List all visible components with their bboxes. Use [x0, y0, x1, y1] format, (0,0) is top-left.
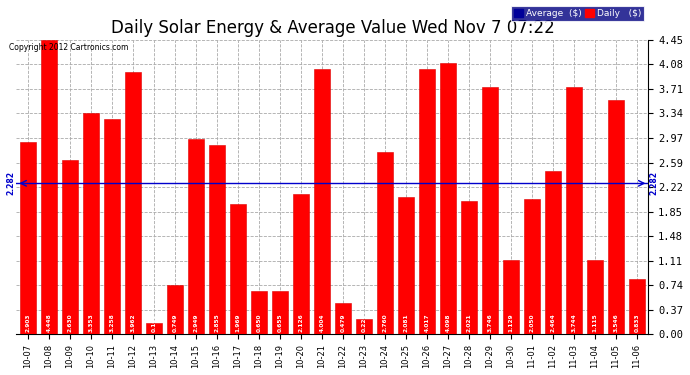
Text: 2.855: 2.855 [215, 314, 219, 332]
Text: 2.903: 2.903 [26, 314, 30, 332]
Text: 2.949: 2.949 [193, 314, 199, 332]
Text: 2.760: 2.760 [382, 314, 387, 332]
Text: 2.282: 2.282 [650, 171, 659, 195]
Bar [356, 319, 372, 334]
Bar [608, 100, 624, 334]
Text: 4.004: 4.004 [319, 314, 324, 332]
Bar [167, 285, 183, 334]
Bar [125, 72, 141, 334]
Bar [440, 63, 455, 334]
Text: 1.129: 1.129 [509, 314, 513, 332]
Text: 2.021: 2.021 [466, 314, 471, 332]
Bar [188, 139, 204, 334]
Bar [524, 199, 540, 334]
Bar [482, 87, 497, 334]
Title: Daily Solar Energy & Average Value Wed Nov 7 07:22: Daily Solar Energy & Average Value Wed N… [110, 19, 554, 37]
Bar [461, 201, 477, 334]
Text: 3.258: 3.258 [110, 314, 115, 332]
Bar [377, 152, 393, 334]
Text: 0.226: 0.226 [362, 314, 366, 332]
Text: 0.650: 0.650 [257, 314, 262, 332]
Text: 3.546: 3.546 [613, 314, 618, 332]
Bar [587, 261, 602, 334]
Text: 2.126: 2.126 [298, 314, 304, 332]
Bar [20, 142, 36, 334]
Bar [230, 204, 246, 334]
Text: 2.464: 2.464 [551, 314, 555, 332]
Bar [398, 196, 414, 334]
Text: 0.655: 0.655 [277, 314, 282, 332]
Text: 2.282: 2.282 [7, 171, 16, 195]
Text: 2.081: 2.081 [404, 314, 408, 332]
Text: 1.969: 1.969 [235, 314, 240, 332]
Text: 2.630: 2.630 [68, 314, 72, 332]
Legend: Average  ($), Daily   ($): Average ($), Daily ($) [511, 6, 644, 21]
Text: 4.098: 4.098 [445, 314, 451, 332]
Text: 3.353: 3.353 [88, 314, 94, 332]
Bar [419, 69, 435, 334]
Bar [251, 291, 267, 334]
Text: 0.169: 0.169 [152, 314, 157, 332]
Text: 1.115: 1.115 [592, 314, 598, 332]
Text: 0.833: 0.833 [634, 314, 640, 332]
Bar [566, 87, 582, 334]
Bar [41, 40, 57, 334]
Text: 0.479: 0.479 [340, 314, 346, 332]
Bar [293, 194, 309, 334]
Text: 4.017: 4.017 [424, 314, 429, 332]
Text: 2.050: 2.050 [529, 314, 534, 332]
Bar [83, 112, 99, 334]
Bar [62, 160, 78, 334]
Text: 3.746: 3.746 [487, 314, 493, 332]
Bar [314, 69, 330, 334]
Text: 3.744: 3.744 [571, 314, 576, 332]
Text: 4.448: 4.448 [46, 314, 52, 332]
Bar [104, 119, 120, 334]
Text: 3.962: 3.962 [130, 314, 135, 332]
Bar [209, 146, 225, 334]
Bar [545, 171, 561, 334]
Text: 0.749: 0.749 [172, 314, 177, 332]
Bar [629, 279, 644, 334]
Bar [272, 291, 288, 334]
Bar [335, 303, 351, 334]
Bar [503, 260, 519, 334]
Text: Copyright 2012 Cartronics.com: Copyright 2012 Cartronics.com [9, 43, 128, 52]
Bar [146, 323, 162, 334]
